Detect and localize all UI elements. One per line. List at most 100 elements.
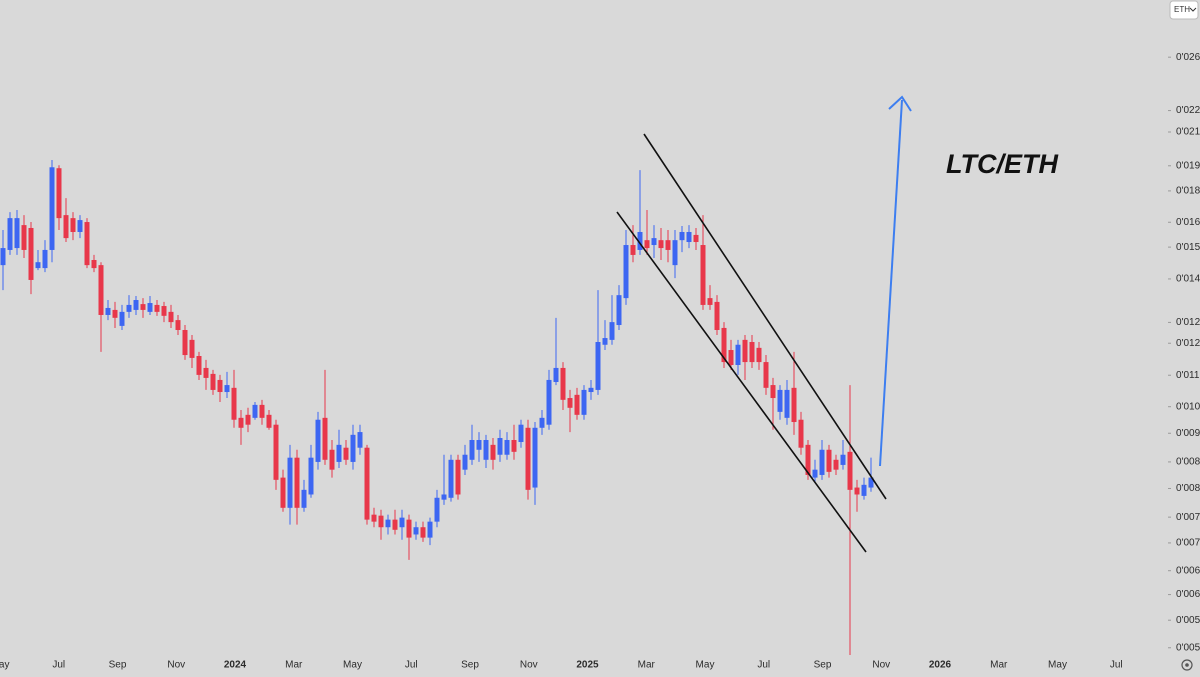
x-tick-label: May <box>696 660 715 671</box>
candle-body <box>665 240 671 250</box>
candle-body <box>679 231 685 241</box>
candle-body <box>322 417 328 460</box>
x-tick-label: Jul <box>1110 660 1123 671</box>
candle-body <box>756 347 762 363</box>
settings-icon[interactable] <box>1181 659 1193 671</box>
candle-body <box>693 234 699 243</box>
candle-body <box>420 527 426 538</box>
x-tick-label: Mar <box>638 660 656 671</box>
candle-body <box>483 440 489 460</box>
candle-body <box>833 459 839 470</box>
candle-body <box>532 427 538 488</box>
x-tick-label: Sep <box>461 660 479 671</box>
y-tick-label: 0'019 <box>1176 160 1200 171</box>
candle-body <box>70 218 76 232</box>
candle-body <box>840 454 846 465</box>
candle-body <box>714 301 720 330</box>
candle-body <box>273 424 279 480</box>
candle-body <box>826 449 832 472</box>
candle-body <box>462 454 468 470</box>
candle-body <box>371 514 377 522</box>
candle-body <box>245 414 251 425</box>
y-tick-label: 0'010 <box>1176 401 1200 412</box>
candle-body <box>42 249 48 269</box>
candle-body <box>112 309 118 318</box>
y-tick-label: 0'022 <box>1176 105 1200 116</box>
candle-body <box>203 367 209 378</box>
candle-body <box>287 457 293 508</box>
candle-body <box>651 238 657 246</box>
annotation: LTC/ETH <box>946 149 1058 179</box>
y-tick-label: 0'007 <box>1176 538 1200 549</box>
candle-body <box>812 469 818 478</box>
candle-body <box>147 303 153 312</box>
candle-body <box>861 484 867 496</box>
x-tick-label: Mar <box>990 660 1008 671</box>
x-tick-label: May <box>0 660 9 671</box>
candle-body <box>210 373 216 390</box>
y-tick-label: 0'011 <box>1176 370 1200 381</box>
candle-body <box>707 298 713 305</box>
y-tick-label: 0'008 <box>1176 483 1200 494</box>
candle-body <box>546 379 552 425</box>
settings-icon-center[interactable] <box>1185 663 1189 667</box>
candle-body <box>399 517 405 528</box>
candle-body <box>84 222 90 266</box>
candle-body <box>119 311 125 326</box>
candle-body <box>588 387 594 393</box>
y-tick-label: 0'005 <box>1176 615 1200 626</box>
candle-body <box>308 457 314 495</box>
candle-body <box>770 385 776 399</box>
y-tick-label: 0'006 <box>1176 565 1200 576</box>
candle-body <box>644 240 650 249</box>
candle-body <box>21 225 27 250</box>
symbol-dropdown[interactable]: ETH <box>1169 0 1199 20</box>
x-tick-label: Nov <box>167 660 185 671</box>
x-tick-label: Jul <box>405 660 418 671</box>
candle-body <box>7 218 13 250</box>
candle-body <box>658 240 664 249</box>
candle-body <box>294 457 300 508</box>
y-tick-label: 0'009 <box>1176 428 1200 439</box>
x-tick-label: May <box>1048 660 1067 671</box>
x-tick-label: 2026 <box>929 660 952 671</box>
candle-body <box>252 404 258 418</box>
candle-body <box>539 417 545 428</box>
symbol-label[interactable]: ETH <box>1174 5 1190 14</box>
candle-body <box>343 447 349 460</box>
candle-body <box>518 424 524 443</box>
candle-body <box>609 322 615 340</box>
candle-body <box>819 449 825 475</box>
candle-body <box>728 350 734 365</box>
settings-button[interactable] <box>1181 659 1193 671</box>
candle-body <box>168 311 174 323</box>
dropdown-caret[interactable] <box>1189 7 1197 12</box>
candle-body <box>742 339 748 363</box>
candle-body <box>686 231 692 243</box>
candle-body <box>413 527 419 535</box>
candle-body <box>63 215 69 239</box>
candle-body <box>56 168 62 219</box>
candle-body <box>77 220 83 232</box>
candle-body <box>350 434 356 462</box>
candles <box>0 160 874 655</box>
projection-arrow <box>879 99 903 467</box>
y-tick-label: 0'026 <box>1176 52 1200 63</box>
candle-body <box>854 487 860 495</box>
candle-body <box>266 414 272 428</box>
candle-body <box>161 306 167 316</box>
y-tick-label: 0'007 <box>1176 512 1200 523</box>
candle-body <box>105 307 111 315</box>
candle-body <box>868 477 874 488</box>
y-tick-label: 0'005 <box>1176 642 1200 653</box>
candle-body <box>784 389 790 418</box>
candle-body <box>406 519 412 538</box>
x-tick-label: Jul <box>757 660 770 671</box>
candle-body <box>441 494 447 500</box>
y-tick-label: 0'012 <box>1176 338 1200 349</box>
candle-body <box>560 367 566 400</box>
symbol-dropdown-box[interactable] <box>1169 0 1199 20</box>
candle-body <box>385 519 391 528</box>
candle-body <box>763 362 769 388</box>
